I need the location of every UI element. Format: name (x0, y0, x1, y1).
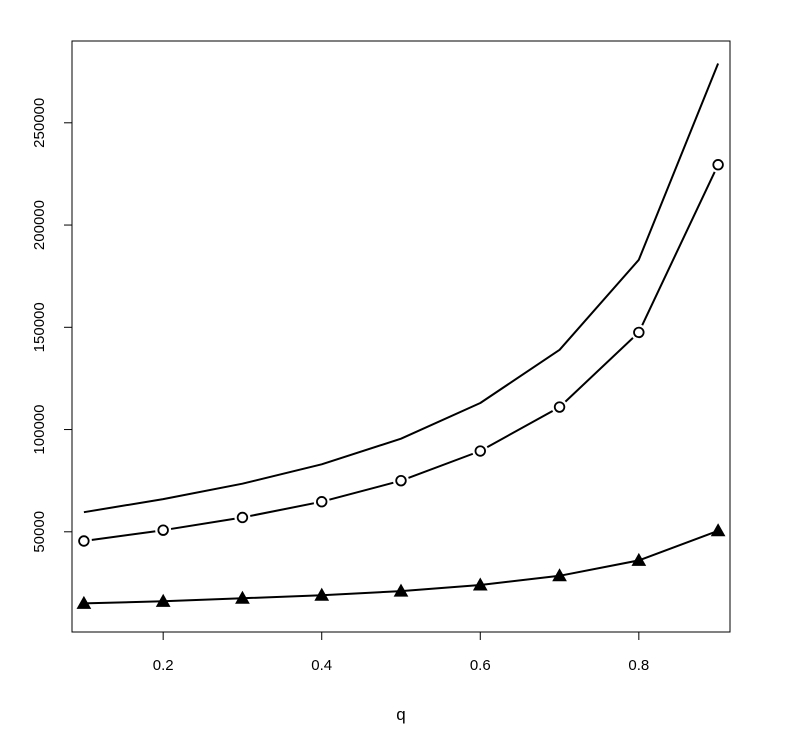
x-axis: 0.2 0.4 0.6 0.8 (153, 631, 649, 674)
circle-point (157, 524, 169, 536)
x-tick-label: 0.2 (153, 657, 174, 674)
series-layer (75, 63, 727, 609)
circle-point (712, 159, 724, 171)
plot-frame (71, 40, 731, 633)
y-tick-label: 250000 (31, 98, 48, 148)
series-circle (75, 156, 727, 549)
series-line (83, 63, 720, 514)
y-axis: 50000 100000 150000 200000 250000 (31, 98, 73, 553)
circle-point (236, 511, 249, 524)
circle-point (553, 401, 566, 413)
triangle-point (472, 577, 488, 591)
triangle-point (155, 593, 171, 607)
circle-point (395, 474, 407, 487)
circle-point (78, 535, 90, 547)
triangle-point (631, 552, 647, 566)
x-tick-label: 0.6 (470, 657, 491, 674)
triangle-point (235, 590, 250, 604)
x-tick-label: 0.4 (311, 657, 332, 674)
x-axis-title: q (396, 705, 405, 724)
triangle-point (393, 583, 409, 597)
circle-point (633, 326, 645, 339)
y-tick-label: 150000 (31, 302, 48, 352)
triangle-point (314, 587, 330, 601)
circle-point (474, 445, 486, 457)
series-none (83, 63, 720, 514)
triangle-point (710, 523, 726, 537)
triangle-point (76, 595, 92, 609)
circle-point (316, 496, 328, 508)
series-triangle (76, 523, 726, 609)
y-tick-label: 200000 (31, 200, 48, 250)
y-tick-label: 100000 (31, 405, 48, 455)
triangle-point (552, 568, 567, 582)
y-tick-label: 50000 (31, 511, 48, 553)
x-tick-label: 0.8 (628, 657, 649, 674)
